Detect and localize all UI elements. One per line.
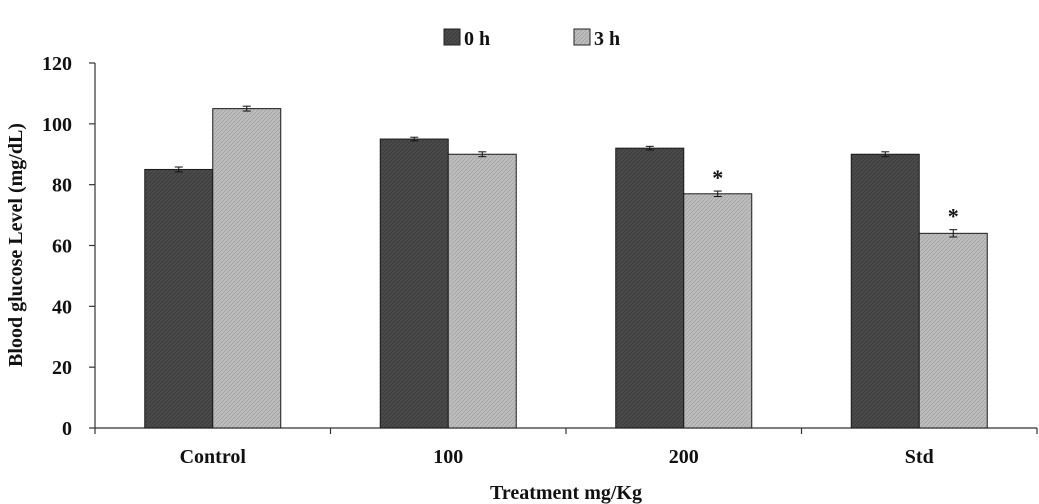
y-tick-label: 40: [52, 296, 72, 318]
significance-marks: * *: [712, 165, 959, 229]
bar-0h-control: [144, 168, 214, 429]
bars: [144, 105, 988, 429]
bar-3h-200: [683, 193, 753, 429]
x-category-label: Control: [180, 446, 247, 468]
significance-star: *: [712, 165, 723, 190]
legend-label-3h: 3 h: [594, 28, 620, 50]
y-tick-label: 100: [42, 114, 72, 136]
legend-swatch-0h: [443, 28, 461, 46]
y-tick-label: 60: [52, 236, 72, 258]
bar-0h-200: [615, 147, 685, 429]
axis-tick-marks: [89, 62, 1038, 434]
bar-3h-control: [212, 108, 282, 429]
bar-0h-100: [379, 138, 449, 429]
y-tick-label: 120: [42, 53, 72, 75]
x-axis-title: Treatment mg/Kg: [490, 482, 642, 504]
y-tick-label: 20: [52, 357, 72, 379]
legend-swatch-3h: [573, 28, 591, 46]
x-categories: Control 100 200 Std: [180, 446, 934, 468]
y-axis-title: Blood glucose Level (mg/dL): [5, 123, 27, 367]
bar-3h-100: [447, 153, 517, 429]
significance-star: *: [948, 204, 959, 229]
y-ticks: 0 20 40 60 80 100 120: [42, 53, 72, 440]
y-tick-label: 80: [52, 175, 72, 197]
x-category-label: 200: [669, 446, 699, 468]
y-tick-label: 0: [62, 418, 72, 440]
legend-label-0h: 0 h: [464, 28, 490, 50]
x-category-label: Std: [905, 446, 934, 468]
bar-3h-std: [918, 232, 988, 429]
bar-0h-std: [850, 153, 920, 429]
legend: 0 h 3 h: [443, 28, 620, 50]
x-category-label: 100: [433, 446, 463, 468]
